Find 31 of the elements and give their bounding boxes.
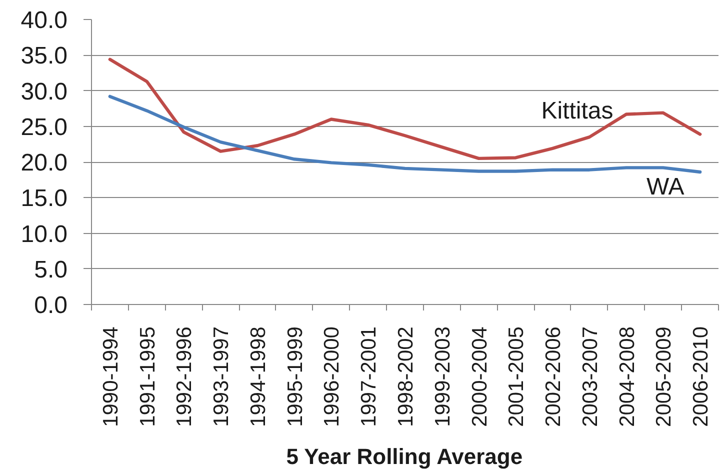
series-label: WA [646,173,684,200]
x-tick-label: 1995-1999 [284,326,307,427]
x-tick-label: 1992-1996 [173,326,196,427]
series-label: Kittitas [541,97,614,124]
x-tick-label: 1997-2001 [358,326,381,427]
x-tick-label: 2004-2008 [616,326,639,427]
line-series [108,94,702,174]
line-series [108,58,702,160]
y-tick-label: 30.0 [20,78,68,106]
x-tick-label: 1998-2002 [394,326,418,427]
x-tick-label: 1999-2003 [431,326,454,427]
y-tick-label: 0.0 [34,292,68,319]
y-tick-label: 40.0 [20,7,68,34]
x-tick-label: 2001-2005 [505,326,528,427]
x-tick-label: 1991-1995 [136,326,160,427]
x-tick-label: 1990-1994 [99,326,122,427]
x-tick-label: 2002-2006 [542,326,566,427]
x-tick-label: 1993-1997 [210,326,234,427]
y-tick-label: 35.0 [20,42,68,70]
x-tick-label: 1996-2000 [320,326,344,427]
x-tick-label: 2000-2004 [468,326,492,427]
y-tick-label: 10.0 [20,220,68,248]
y-tick-label: 25.0 [20,114,68,141]
x-axis-title: 5 Year Rolling Average [286,444,523,469]
x-tick-label: 2006-2010 [690,326,713,427]
x-tick-label: 2005-2009 [652,326,676,427]
y-tick-label: 15.0 [20,185,68,212]
x-tick-label: 2003-2007 [578,326,602,427]
y-tick-label: 5.0 [34,256,68,284]
y-tick-label: 20.0 [20,150,68,176]
x-tick-label: 1994-1998 [246,326,270,427]
